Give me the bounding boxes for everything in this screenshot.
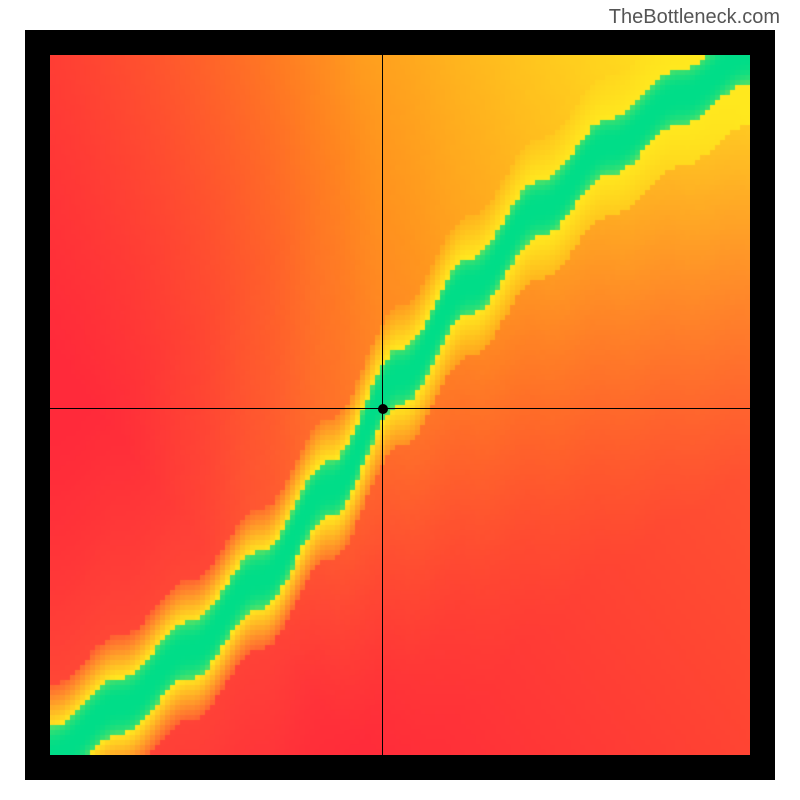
- chart-container: TheBottleneck.com: [0, 0, 800, 800]
- frame-bottom: [25, 755, 775, 780]
- watermark-text: TheBottleneck.com: [609, 6, 780, 29]
- bottleneck-heatmap: [50, 55, 750, 755]
- crosshair-horizontal: [50, 408, 750, 409]
- frame-top: [25, 30, 775, 55]
- marker-dot: [378, 404, 388, 414]
- frame-right: [750, 30, 775, 780]
- frame-left: [25, 30, 50, 780]
